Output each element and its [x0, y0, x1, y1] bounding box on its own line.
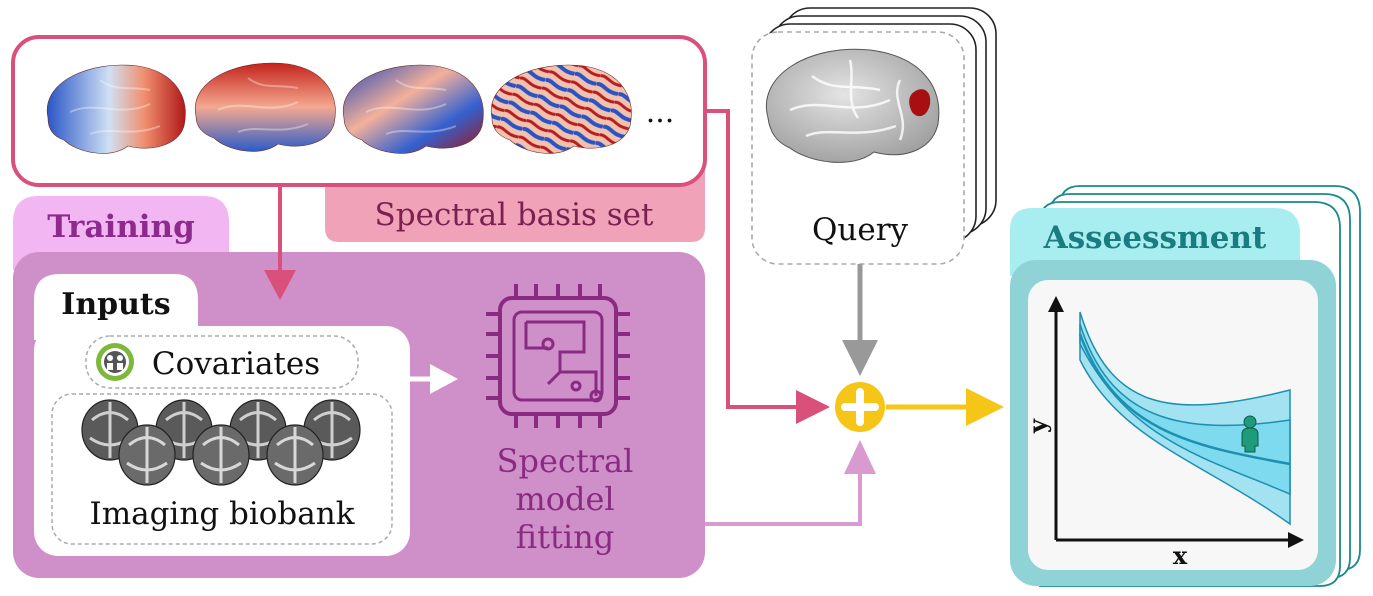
inputs-tab	[34, 274, 198, 340]
basis-ellipsis: ...	[646, 95, 675, 130]
spectral-basis-set: Spectral basis set ...	[11, 35, 707, 242]
query-brain-icon	[765, 48, 940, 163]
imaging-label: Imaging biobank	[89, 496, 354, 532]
median-curve	[1078, 333, 1291, 466]
plus-icon	[835, 382, 885, 432]
brain-slice-icon	[192, 424, 250, 486]
covariates-label: Covariates	[152, 346, 320, 382]
combine-to-assessment-arrow	[966, 388, 1004, 426]
assessment-label: Asseessment	[1043, 220, 1267, 256]
query-label: Query	[812, 212, 909, 248]
normative-bands	[1078, 311, 1291, 526]
basis-map-1	[46, 64, 186, 154]
y-axis-label: y	[1023, 418, 1052, 434]
brain-slices	[81, 399, 361, 486]
training-tab	[13, 196, 229, 270]
basis-map-3	[342, 64, 484, 154]
x-axis-label: x	[1173, 541, 1188, 570]
basis-label: Spectral basis set	[375, 197, 654, 233]
model-to-combine-arrow	[844, 440, 876, 474]
person-icon	[1241, 415, 1259, 453]
query-to-combine-arrow	[842, 340, 878, 376]
centile-band-inner	[1079, 323, 1291, 496]
model-label-line1: Spectral	[497, 442, 634, 480]
chip-icon	[486, 284, 630, 428]
brain-slice-icon	[118, 424, 176, 486]
model-label-line2: model	[515, 480, 614, 518]
basis-to-combine-arrow	[796, 390, 830, 424]
model-label-line3: fitting	[516, 518, 614, 556]
connectors	[264, 109, 1004, 526]
training-block: Training Inputs Covariates	[13, 196, 705, 578]
inputs-to-model-arrow	[430, 364, 458, 394]
basis-to-training-arrow	[264, 270, 296, 300]
basis-map-2	[194, 62, 336, 152]
brain-slice-icon	[266, 424, 324, 486]
training-label: Training	[47, 209, 195, 245]
assessment-tab	[1010, 208, 1300, 276]
inputs-label: Inputs	[61, 287, 170, 322]
query-stack: Query	[751, 7, 997, 265]
basis-map-4	[490, 64, 632, 154]
covariates-pill	[85, 335, 359, 389]
covariates-icon	[96, 343, 134, 381]
assessment-block: Asseessment y x	[1010, 185, 1361, 587]
